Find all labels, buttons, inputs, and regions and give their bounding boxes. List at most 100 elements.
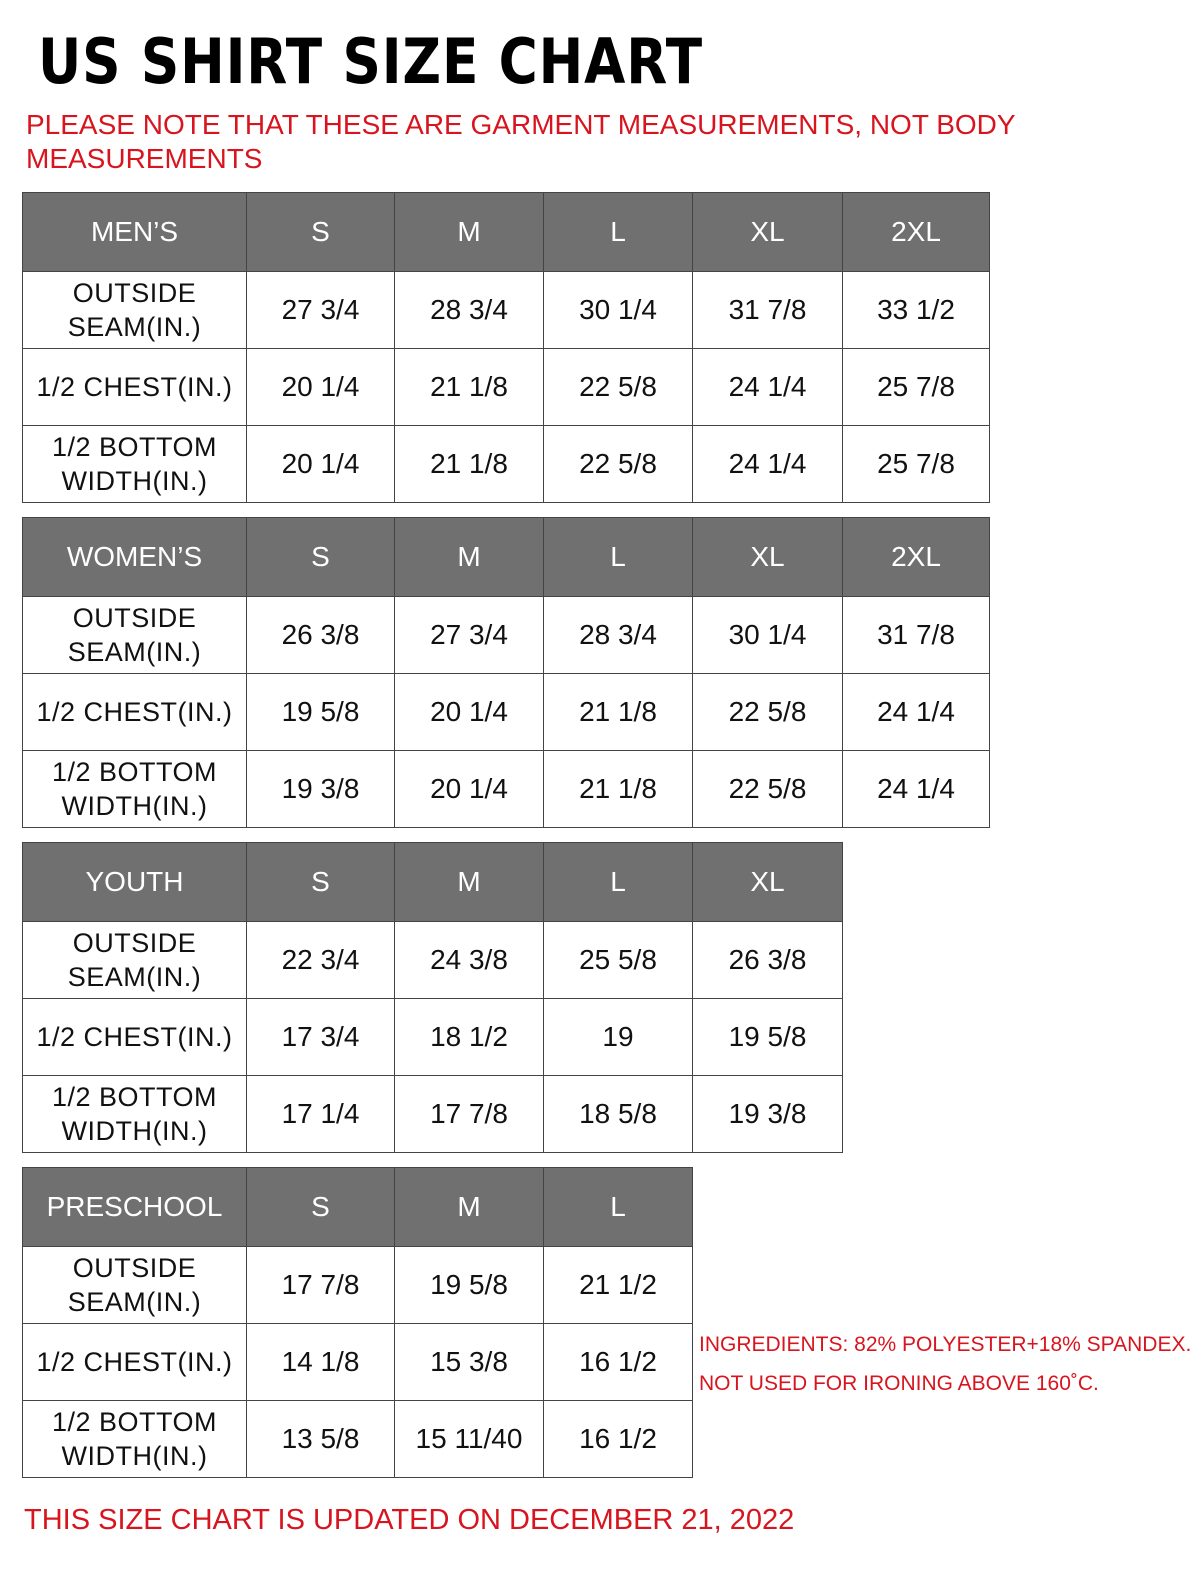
measurement-label: 1/2 BOTTOM WIDTH(IN.) bbox=[22, 1075, 247, 1153]
measurement-value: 31 7/8 bbox=[842, 596, 990, 674]
measurement-value: 19 3/8 bbox=[246, 750, 395, 828]
size-header: XL bbox=[692, 192, 843, 272]
size-header: L bbox=[543, 1167, 693, 1247]
size-header: M bbox=[394, 517, 544, 597]
measurement-value: 18 1/2 bbox=[394, 998, 544, 1076]
size-header: 2XL bbox=[842, 192, 990, 272]
measurement-value: 19 bbox=[543, 998, 693, 1076]
size-table-womens: WOMEN’S S M L XL 2XL OUTSIDE SEAM(IN.) 26 3/8 27 … bbox=[22, 517, 990, 828]
table-row: 1/2 CHEST(IN.) 19 5/8 20 1/4 21 1/8 22 5/8 24… bbox=[22, 673, 990, 751]
measurement-label: 1/2 CHEST(IN.) bbox=[22, 998, 247, 1076]
page-title: US SHIRT SIZE CHART bbox=[38, 25, 704, 98]
table-header-row: YOUTH S M L XL bbox=[22, 842, 843, 922]
measurement-note: PLEASE NOTE THAT THESE ARE GARMENT MEASU… bbox=[26, 109, 1016, 174]
ironing-note: NOT USED FOR IRONING ABOVE 160˚C. bbox=[699, 1372, 1099, 1395]
measurement-value: 18 5/8 bbox=[543, 1075, 693, 1153]
table-header-row: WOMEN’S S M L XL 2XL bbox=[22, 517, 990, 597]
size-table-youth: YOUTH S M L XL OUTSIDE SEAM(IN.) 22 3/4 24 3/8 25… bbox=[22, 842, 843, 1153]
table-row: 1/2 BOTTOM WIDTH(IN.) 17 1/4 17 7/8 18 5/8 19… bbox=[22, 1075, 843, 1153]
measurement-value: 22 5/8 bbox=[692, 673, 843, 751]
category-header: MEN’S bbox=[22, 192, 247, 272]
size-header: S bbox=[246, 842, 395, 922]
measurement-label: OUTSIDE SEAM(IN.) bbox=[22, 596, 247, 674]
measurement-value: 19 5/8 bbox=[692, 998, 843, 1076]
size-table-preschool: PRESCHOOL S M L OUTSIDE SEAM(IN.) 17 7/8 19 5/8… bbox=[22, 1167, 693, 1478]
measurement-value: 21 1/8 bbox=[543, 673, 693, 751]
size-header: S bbox=[246, 192, 395, 272]
measurement-label: 1/2 CHEST(IN.) bbox=[22, 1323, 247, 1401]
measurement-label: OUTSIDE SEAM(IN.) bbox=[22, 271, 247, 349]
size-header: 2XL bbox=[842, 517, 990, 597]
measurement-value: 24 3/8 bbox=[394, 921, 544, 999]
measurement-value: 25 5/8 bbox=[543, 921, 693, 999]
category-header: WOMEN’S bbox=[22, 517, 247, 597]
size-header: L bbox=[543, 517, 693, 597]
measurement-value: 19 5/8 bbox=[246, 673, 395, 751]
measurement-value: 31 7/8 bbox=[692, 271, 843, 349]
table-row: OUTSIDE SEAM(IN.) 27 3/4 28 3/4 30 1/4 31 7/8… bbox=[22, 271, 990, 349]
measurement-label: 1/2 BOTTOM WIDTH(IN.) bbox=[22, 1400, 247, 1478]
size-header: L bbox=[543, 192, 693, 272]
size-header: XL bbox=[692, 842, 843, 922]
measurement-value: 14 1/8 bbox=[246, 1323, 395, 1401]
table-row: 1/2 BOTTOM WIDTH(IN.) 20 1/4 21 1/8 22 5/8 24… bbox=[22, 425, 990, 503]
table-row: 1/2 CHEST(IN.) 14 1/8 15 3/8 16 1/2 bbox=[22, 1323, 693, 1401]
measurement-value: 21 1/8 bbox=[394, 348, 544, 426]
size-header: S bbox=[246, 517, 395, 597]
measurement-label: OUTSIDE SEAM(IN.) bbox=[22, 1246, 247, 1324]
measurement-value: 30 1/4 bbox=[543, 271, 693, 349]
measurement-value: 17 3/4 bbox=[246, 998, 395, 1076]
table-row: 1/2 CHEST(IN.) 17 3/4 18 1/2 19 19 5/8 bbox=[22, 998, 843, 1076]
measurement-value: 20 1/4 bbox=[246, 425, 395, 503]
measurement-value: 17 1/4 bbox=[246, 1075, 395, 1153]
updated-date-note: THIS SIZE CHART IS UPDATED ON DECEMBER 2… bbox=[24, 1504, 795, 1536]
measurement-value: 19 5/8 bbox=[394, 1246, 544, 1324]
size-header: M bbox=[394, 192, 544, 272]
measurement-value: 33 1/2 bbox=[842, 271, 990, 349]
measurement-value: 16 1/2 bbox=[543, 1323, 693, 1401]
measurement-value: 21 1/8 bbox=[543, 750, 693, 828]
measurement-value: 13 5/8 bbox=[246, 1400, 395, 1478]
size-header: S bbox=[246, 1167, 395, 1247]
measurement-label: OUTSIDE SEAM(IN.) bbox=[22, 921, 247, 999]
measurement-value: 30 1/4 bbox=[692, 596, 843, 674]
measurement-value: 22 5/8 bbox=[543, 348, 693, 426]
table-row: 1/2 CHEST(IN.) 20 1/4 21 1/8 22 5/8 24 1/4 25… bbox=[22, 348, 990, 426]
measurement-value: 20 1/4 bbox=[394, 750, 544, 828]
size-header: XL bbox=[692, 517, 843, 597]
measurement-value: 24 1/4 bbox=[692, 425, 843, 503]
measurement-value: 26 3/8 bbox=[246, 596, 395, 674]
category-header: PRESCHOOL bbox=[22, 1167, 247, 1247]
size-header: M bbox=[394, 1167, 544, 1247]
ingredients-text: INGREDIENTS: 82% POLYESTER+18% SPANDEX. bbox=[699, 1333, 1192, 1356]
measurement-value: 17 7/8 bbox=[246, 1246, 395, 1324]
size-header: L bbox=[543, 842, 693, 922]
measurement-label: 1/2 BOTTOM WIDTH(IN.) bbox=[22, 750, 247, 828]
measurement-value: 21 1/2 bbox=[543, 1246, 693, 1324]
measurement-value: 27 3/4 bbox=[246, 271, 395, 349]
measurement-value: 22 5/8 bbox=[543, 425, 693, 503]
table-header-row: PRESCHOOL S M L bbox=[22, 1167, 693, 1247]
measurement-value: 24 1/4 bbox=[842, 673, 990, 751]
measurement-value: 28 3/4 bbox=[543, 596, 693, 674]
measurement-value: 26 3/8 bbox=[692, 921, 843, 999]
table-row: OUTSIDE SEAM(IN.) 26 3/8 27 3/4 28 3/4 30 1/4… bbox=[22, 596, 990, 674]
measurement-value: 25 7/8 bbox=[842, 425, 990, 503]
measurement-value: 20 1/4 bbox=[246, 348, 395, 426]
measurement-value: 25 7/8 bbox=[842, 348, 990, 426]
measurement-value: 27 3/4 bbox=[394, 596, 544, 674]
measurement-value: 22 3/4 bbox=[246, 921, 395, 999]
table-row: OUTSIDE SEAM(IN.) 17 7/8 19 5/8 21 1/2 bbox=[22, 1246, 693, 1324]
measurement-value: 15 3/8 bbox=[394, 1323, 544, 1401]
measurement-value: 22 5/8 bbox=[692, 750, 843, 828]
measurement-value: 15 11/40 bbox=[394, 1400, 544, 1478]
category-header: YOUTH bbox=[22, 842, 247, 922]
measurement-label: 1/2 BOTTOM WIDTH(IN.) bbox=[22, 425, 247, 503]
measurement-value: 16 1/2 bbox=[543, 1400, 693, 1478]
measurement-value: 24 1/4 bbox=[692, 348, 843, 426]
measurement-value: 24 1/4 bbox=[842, 750, 990, 828]
size-header: M bbox=[394, 842, 544, 922]
measurement-value: 21 1/8 bbox=[394, 425, 544, 503]
measurement-value: 17 7/8 bbox=[394, 1075, 544, 1153]
table-row: OUTSIDE SEAM(IN.) 22 3/4 24 3/8 25 5/8 26 3/8 bbox=[22, 921, 843, 999]
